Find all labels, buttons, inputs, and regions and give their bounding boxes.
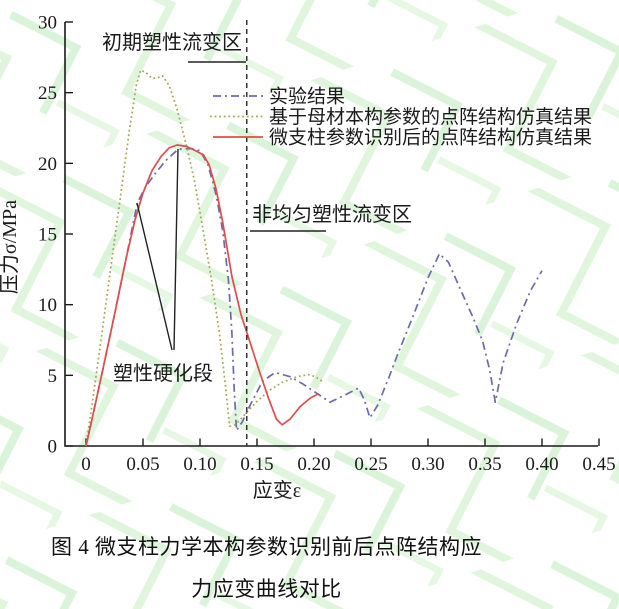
hardening-leader-line-right: [173, 148, 179, 351]
y-tick-label: 10: [38, 295, 57, 316]
x-tick-label: 0.20: [297, 454, 330, 475]
x-tick-label: 0.30: [411, 454, 444, 475]
annotation-nonuniform-zone: 非均匀塑性流变区: [252, 203, 412, 226]
x-ticks: [85, 438, 600, 446]
x-tick-label: 0: [81, 454, 91, 475]
annotation-hardening-segment: 塑性硬化段: [113, 362, 213, 385]
y-tick-label: 5: [48, 366, 58, 387]
series-curves: [85, 69, 543, 447]
curve-0: [85, 147, 543, 447]
legend: 实验结果 基于母材本构参数的点阵结构仿真结果 微支柱参数识别后的点阵结构仿真结果: [210, 86, 592, 149]
x-tick-labels: 0 0.05 0.10 0.15 0.20 0.25 0.30 0.35 0.40 0.45: [81, 454, 615, 475]
curve-2: [85, 144, 319, 447]
x-tick-label: 0.05: [126, 454, 159, 475]
legend-label-mother-material: 基于母材本构参数的点阵结构仿真结果: [269, 106, 592, 128]
legend-label-experimental: 实验结果: [269, 86, 345, 108]
x-tick-label: 0.40: [525, 454, 558, 475]
y-tick-label: 15: [38, 225, 57, 246]
x-axis-title: 应变ε: [253, 479, 301, 502]
y-tick-label: 20: [38, 154, 57, 175]
y-axis-title: 压力σ/MPa: [0, 200, 21, 294]
x-tick-label: 0.15: [240, 454, 273, 475]
y-tick-labels: 0 5 10 15 20 25 30: [38, 13, 57, 458]
x-tick-label: 0.35: [468, 454, 501, 475]
curve-1: [85, 69, 323, 447]
x-tick-label: 0.10: [183, 454, 216, 475]
y-tick-label: 30: [38, 13, 57, 34]
y-ticks: [65, 21, 73, 447]
y-tick-label: 25: [38, 83, 57, 104]
y-tick-label: 0: [48, 437, 58, 458]
figure-caption-line1: 图 4 微支柱力学本构参数识别前后点阵结构应: [51, 535, 482, 559]
annotation-initial-zone: 初期塑性流变区: [102, 31, 242, 54]
figure-caption-line2: 力应变曲线对比: [191, 577, 342, 601]
stress-strain-chart: 0 0.05 0.10 0.15 0.20 0.25 0.30 0.35 0.40 0.45 0 5…: [0, 13, 616, 502]
x-tick-label: 0.45: [582, 454, 615, 475]
legend-label-identified: 微支柱参数识别后的点阵结构仿真结果: [269, 127, 592, 149]
x-tick-label: 0.25: [354, 454, 387, 475]
hardening-leader-line-left: [136, 202, 173, 351]
